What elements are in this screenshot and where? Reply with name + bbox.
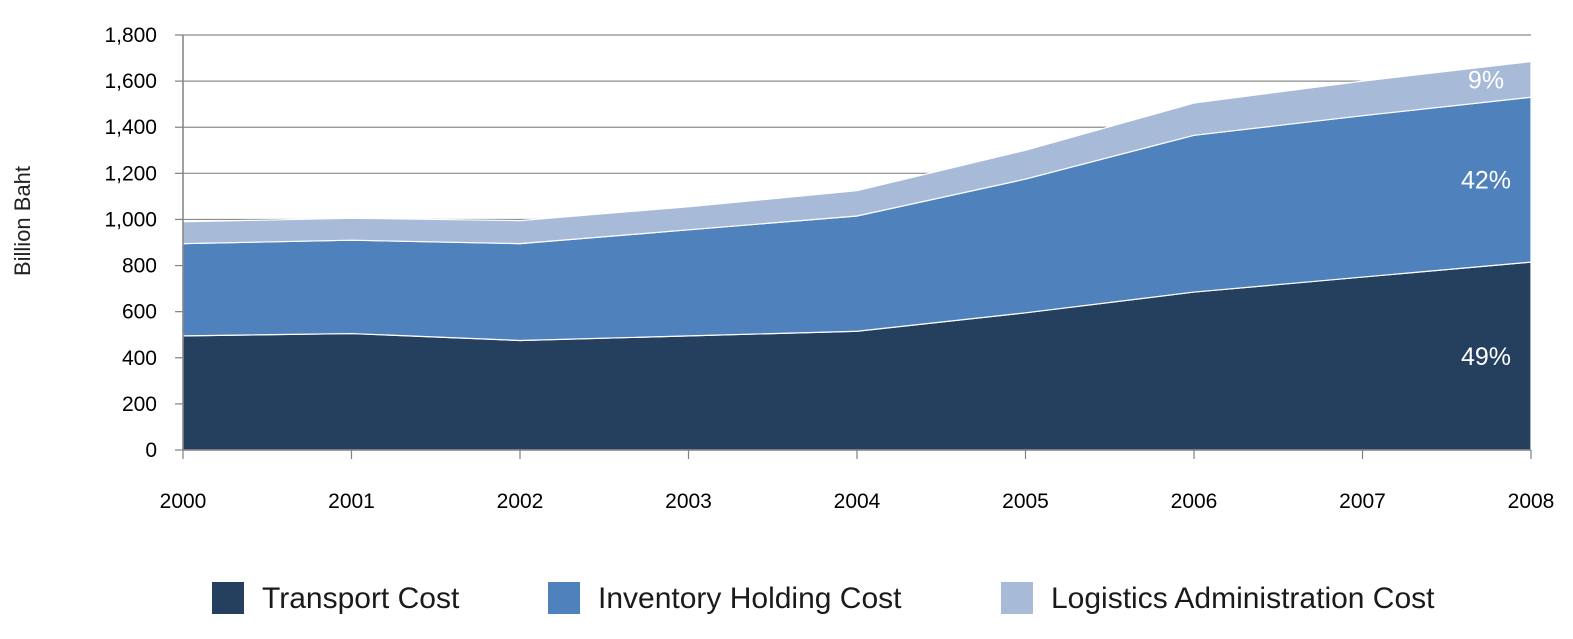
y-tick-label: 1,600: [104, 70, 157, 93]
series-areas: [182, 60, 1532, 451]
x-tick-label: 2000: [160, 490, 207, 513]
legend-swatch: [548, 582, 580, 614]
y-tick-label: 400: [122, 347, 157, 370]
area-logistics-administration-cost: [182, 60, 1532, 245]
legend-label: Logistics Administration Cost: [1051, 582, 1435, 615]
x-tick-labels: 2000 2001 2002 2003 2004 2005 2006 2007 2008: [160, 450, 1555, 513]
legend-swatch: [212, 582, 244, 614]
percent-label: 9%: [1468, 67, 1504, 95]
y-tick-label: 1,800: [104, 24, 157, 47]
y-tick-label: 800: [122, 255, 157, 278]
x-tick-label: 2008: [1508, 490, 1555, 513]
x-tick-label: 2006: [1171, 490, 1218, 513]
y-tick-labels: 0 200 400 600 800 1,000 1,200 1,400 1,600 1,800: [104, 24, 157, 462]
y-tick-label: 1,200: [104, 162, 157, 185]
percent-label: 42%: [1461, 167, 1511, 195]
x-tick-label: 2007: [1339, 490, 1386, 513]
y-tick-label: 200: [122, 393, 157, 416]
x-tick-label: 2003: [665, 490, 712, 513]
legend-label: Transport Cost: [262, 582, 460, 615]
legend: Transport Cost Inventory Holding Cost Logi…: [212, 582, 1435, 615]
y-tick-label: 1,000: [104, 208, 157, 231]
y-tick-label: 0: [145, 439, 157, 462]
y-axis-label: Billion Baht: [10, 166, 35, 276]
legend-label: Inventory Holding Cost: [598, 582, 902, 615]
x-tick-label: 2005: [1002, 490, 1049, 513]
percent-label: 49%: [1461, 343, 1511, 371]
y-tick-label: 1,400: [104, 116, 157, 139]
percent-annotations: 49% 42% 9%: [1461, 67, 1511, 372]
y-tick-label: 600: [122, 301, 157, 324]
x-tick-label: 2002: [497, 490, 544, 513]
x-tick-label: 2001: [328, 490, 375, 513]
x-tick-label: 2004: [834, 490, 881, 513]
legend-swatch: [1001, 582, 1033, 614]
